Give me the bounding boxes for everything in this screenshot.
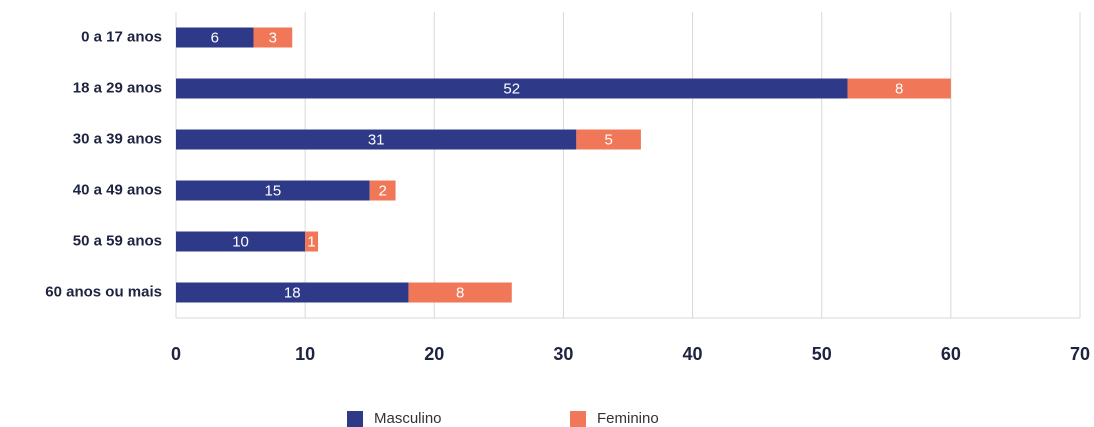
bar-segment bbox=[847, 78, 951, 99]
bar-segment bbox=[176, 129, 577, 150]
category-label: 50 a 59 anos bbox=[73, 232, 162, 249]
bar-segment bbox=[176, 78, 848, 99]
data-label: 8 bbox=[456, 284, 464, 301]
data-label: 8 bbox=[895, 80, 903, 97]
legend-swatch bbox=[570, 411, 586, 427]
legend-swatch bbox=[347, 411, 363, 427]
data-label: 52 bbox=[503, 80, 520, 97]
category-label: 18 a 29 anos bbox=[73, 79, 162, 96]
bar-segment bbox=[176, 231, 306, 252]
category-label: 40 a 49 anos bbox=[73, 181, 162, 198]
data-label: 5 bbox=[604, 131, 612, 148]
x-tick-label: 0 bbox=[171, 344, 181, 364]
bar-segment bbox=[369, 180, 396, 201]
category-label: 30 a 39 anos bbox=[73, 130, 162, 147]
bar-segment bbox=[408, 282, 512, 303]
data-label: 15 bbox=[265, 182, 282, 199]
data-label: 3 bbox=[269, 29, 277, 46]
x-tick-label: 60 bbox=[941, 344, 961, 364]
category-label: 60 anos ou mais bbox=[45, 283, 162, 300]
data-label: 10 bbox=[232, 233, 249, 250]
bar-segment bbox=[576, 129, 641, 150]
category-label: 0 a 17 anos bbox=[81, 28, 162, 45]
bar-segment bbox=[176, 282, 409, 303]
data-label: 6 bbox=[211, 29, 219, 46]
data-label: 2 bbox=[378, 182, 386, 199]
bar-segment bbox=[253, 27, 293, 48]
x-tick-label: 40 bbox=[683, 344, 703, 364]
legend-label: Masculino bbox=[374, 410, 442, 427]
bar-segment bbox=[176, 180, 370, 201]
x-tick-label: 70 bbox=[1070, 344, 1090, 364]
data-label: 1 bbox=[307, 233, 315, 250]
bar-segment bbox=[176, 27, 254, 48]
x-tick-label: 50 bbox=[812, 344, 832, 364]
x-tick-label: 20 bbox=[424, 344, 444, 364]
data-label: 31 bbox=[368, 131, 385, 148]
x-tick-label: 30 bbox=[553, 344, 573, 364]
bar-segment bbox=[305, 231, 319, 252]
data-label: 18 bbox=[284, 284, 301, 301]
legend-label: Feminino bbox=[597, 410, 659, 427]
x-tick-label: 10 bbox=[295, 344, 315, 364]
